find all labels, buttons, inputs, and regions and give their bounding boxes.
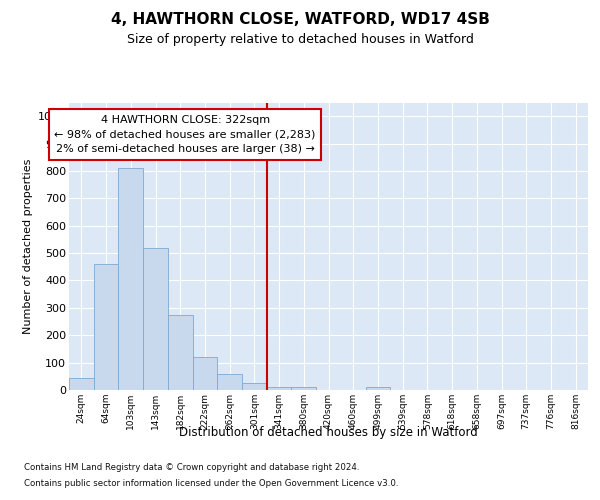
Text: Contains public sector information licensed under the Open Government Licence v3: Contains public sector information licen… bbox=[24, 478, 398, 488]
Bar bbox=[267, 388, 292, 390]
Bar bbox=[193, 357, 217, 390]
Bar bbox=[143, 248, 168, 390]
Text: 4 HAWTHORN CLOSE: 322sqm
← 98% of detached houses are smaller (2,283)
2% of semi: 4 HAWTHORN CLOSE: 322sqm ← 98% of detach… bbox=[55, 115, 316, 154]
Text: Contains HM Land Registry data © Crown copyright and database right 2024.: Contains HM Land Registry data © Crown c… bbox=[24, 464, 359, 472]
Bar bbox=[217, 374, 242, 390]
Bar bbox=[69, 378, 94, 390]
Bar bbox=[365, 388, 390, 390]
Text: Distribution of detached houses by size in Watford: Distribution of detached houses by size … bbox=[179, 426, 478, 439]
Bar bbox=[94, 264, 118, 390]
Text: 4, HAWTHORN CLOSE, WATFORD, WD17 4SB: 4, HAWTHORN CLOSE, WATFORD, WD17 4SB bbox=[110, 12, 490, 28]
Bar bbox=[292, 388, 316, 390]
Bar bbox=[118, 168, 143, 390]
Bar bbox=[242, 383, 267, 390]
Y-axis label: Number of detached properties: Number of detached properties bbox=[23, 158, 32, 334]
Text: Size of property relative to detached houses in Watford: Size of property relative to detached ho… bbox=[127, 32, 473, 46]
Bar bbox=[168, 314, 193, 390]
